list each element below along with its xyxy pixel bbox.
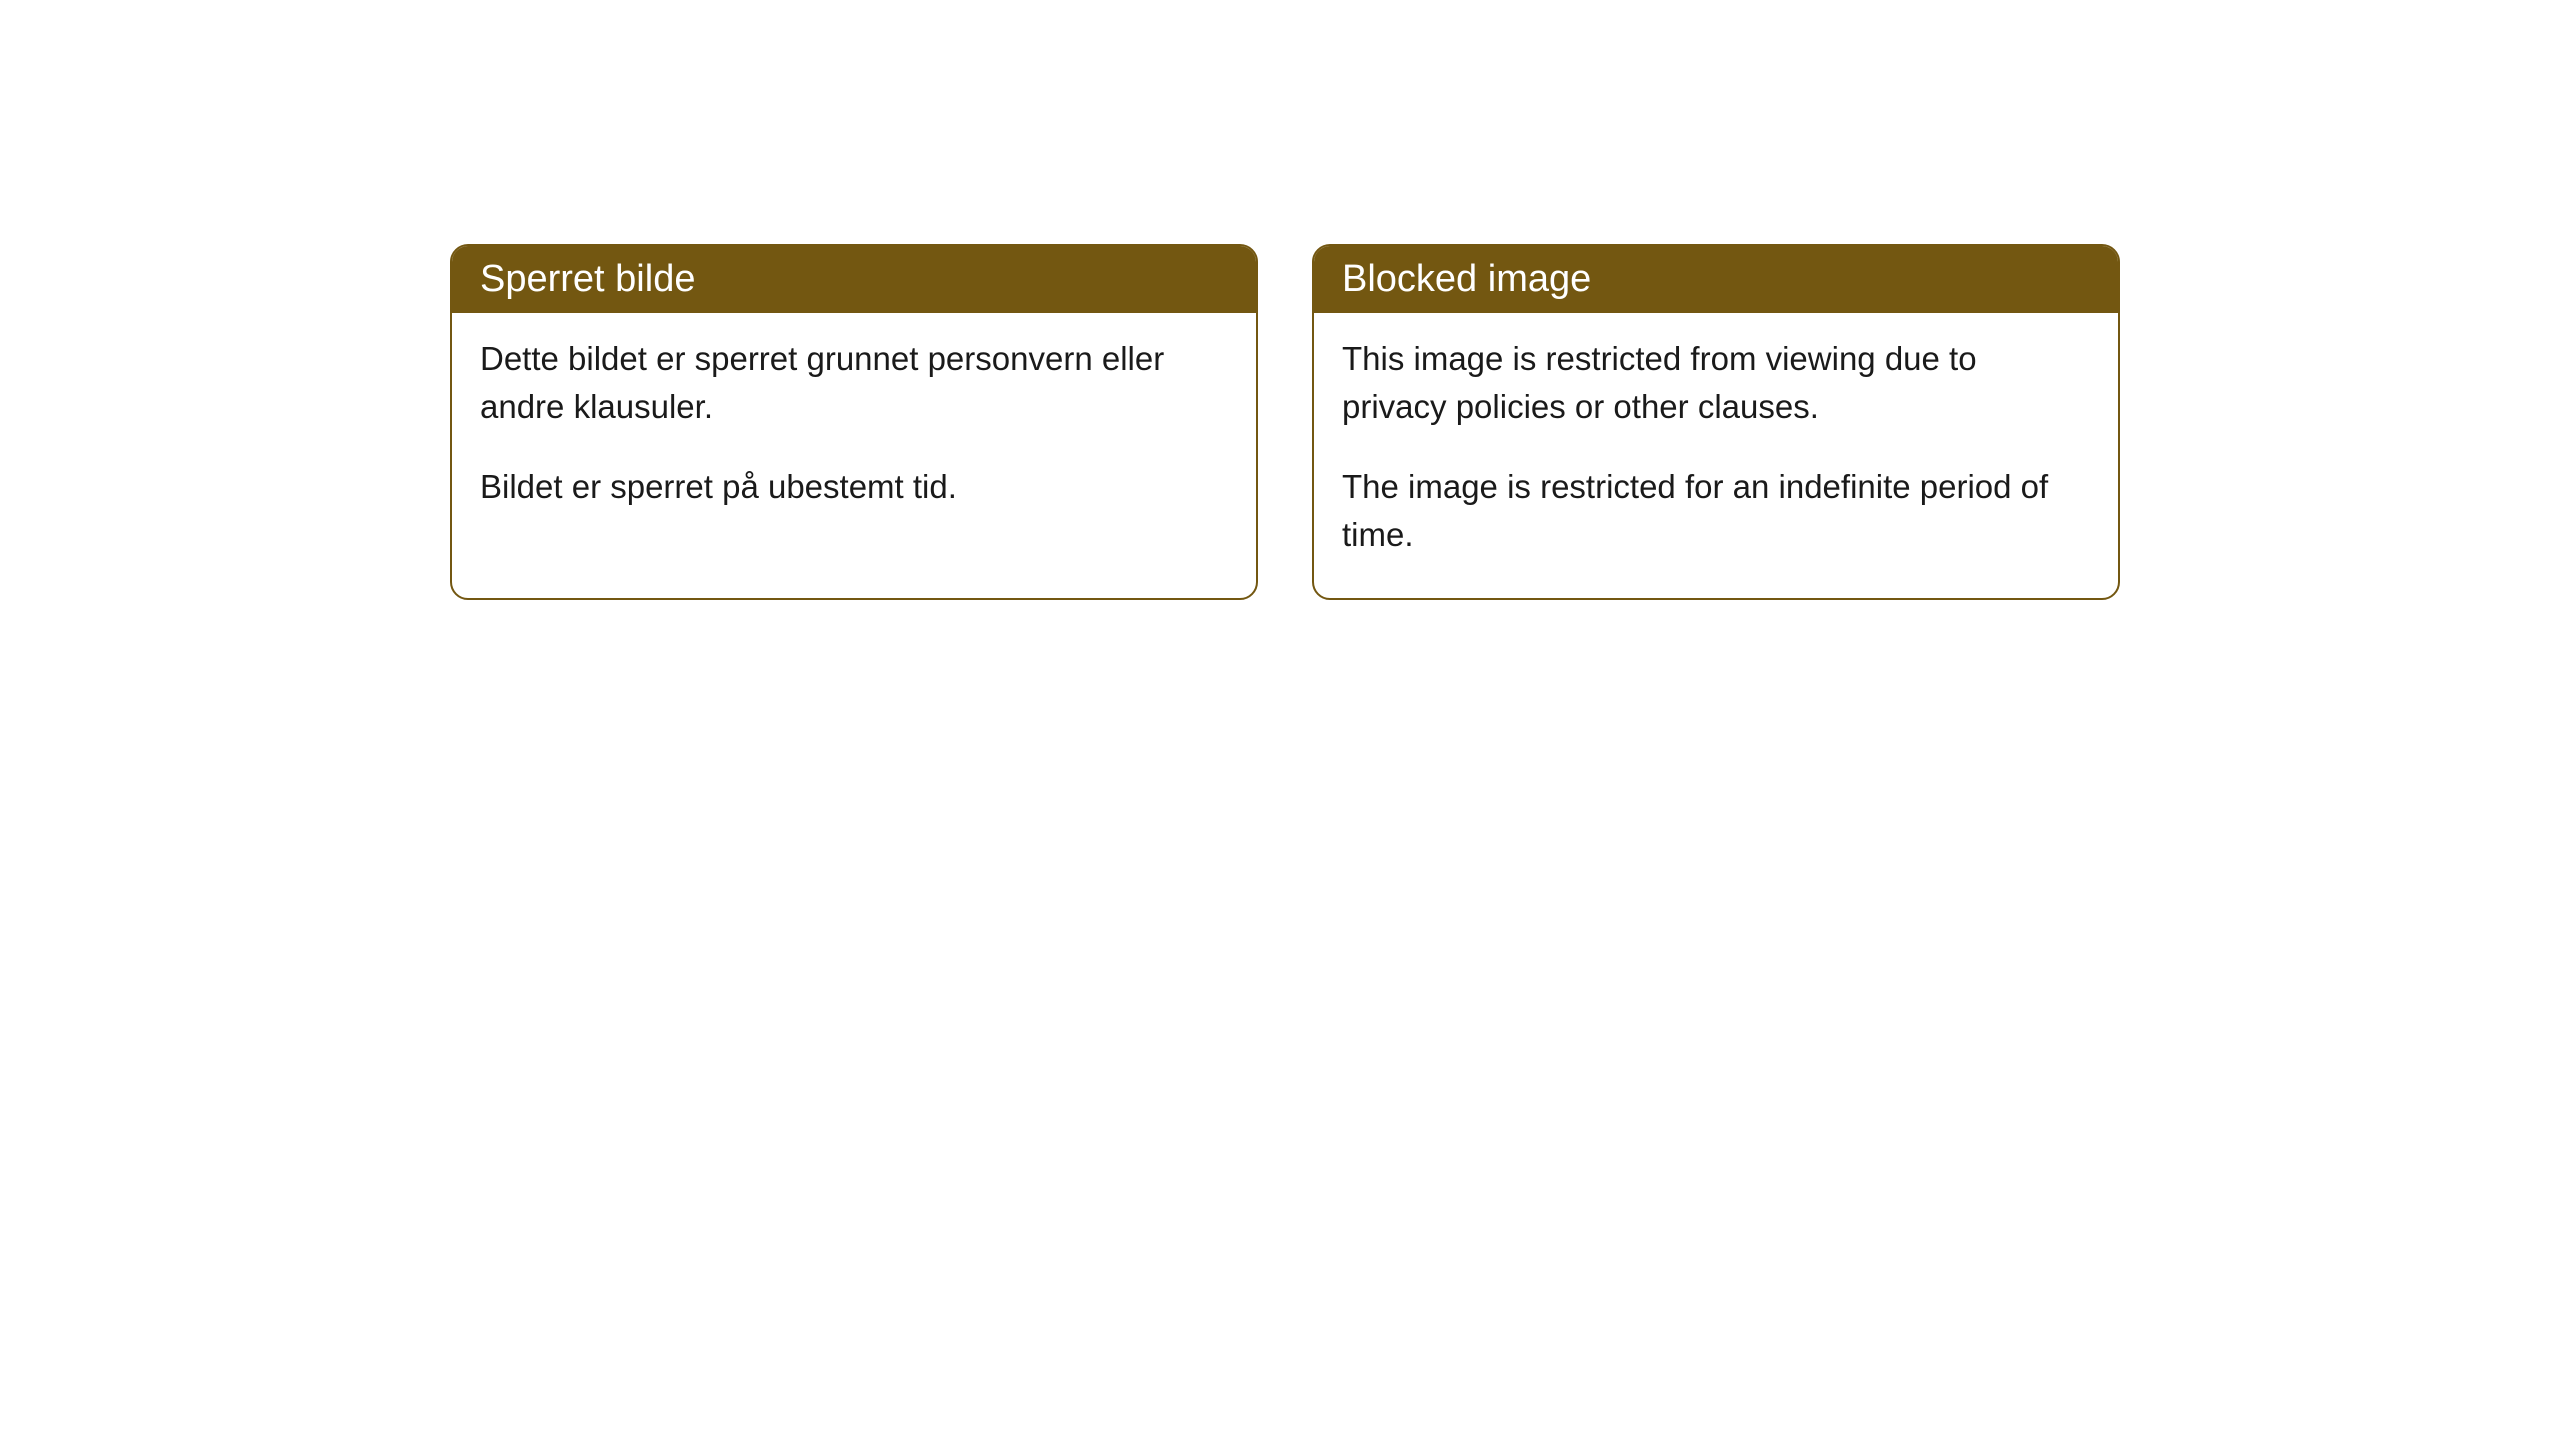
card-title: Sperret bilde <box>480 258 695 300</box>
card-title: Blocked image <box>1342 258 1591 300</box>
blocked-image-card-no: Sperret bilde Dette bildet er sperret gr… <box>450 244 1258 600</box>
card-paragraph: Bildet er sperret på ubestemt tid. <box>480 463 1228 511</box>
card-paragraph: Dette bildet er sperret grunnet personve… <box>480 335 1228 431</box>
notice-cards-container: Sperret bilde Dette bildet er sperret gr… <box>0 0 2560 600</box>
card-paragraph: The image is restricted for an indefinit… <box>1342 463 2090 559</box>
blocked-image-card-en: Blocked image This image is restricted f… <box>1312 244 2120 600</box>
card-header: Blocked image <box>1314 246 2118 313</box>
card-paragraph: This image is restricted from viewing du… <box>1342 335 2090 431</box>
card-header: Sperret bilde <box>452 246 1256 313</box>
card-body: Dette bildet er sperret grunnet personve… <box>452 313 1256 551</box>
card-body: This image is restricted from viewing du… <box>1314 313 2118 598</box>
